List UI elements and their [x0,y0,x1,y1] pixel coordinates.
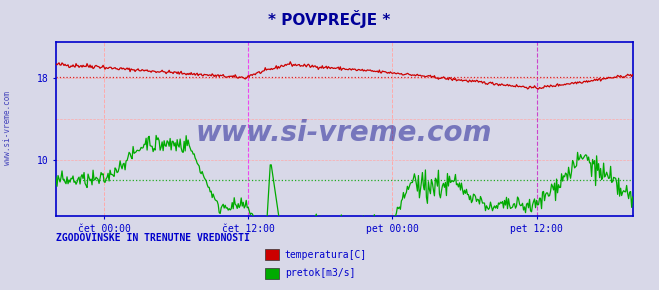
Text: pretok[m3/s]: pretok[m3/s] [285,269,355,278]
Text: www.si-vreme.com: www.si-vreme.com [3,90,13,165]
Text: ZGODOVINSKE IN TRENUTNE VREDNOSTI: ZGODOVINSKE IN TRENUTNE VREDNOSTI [56,233,250,243]
Text: * POVPREČJE *: * POVPREČJE * [268,10,391,28]
Text: www.si-vreme.com: www.si-vreme.com [196,119,492,146]
Text: temperatura[C]: temperatura[C] [285,250,367,260]
